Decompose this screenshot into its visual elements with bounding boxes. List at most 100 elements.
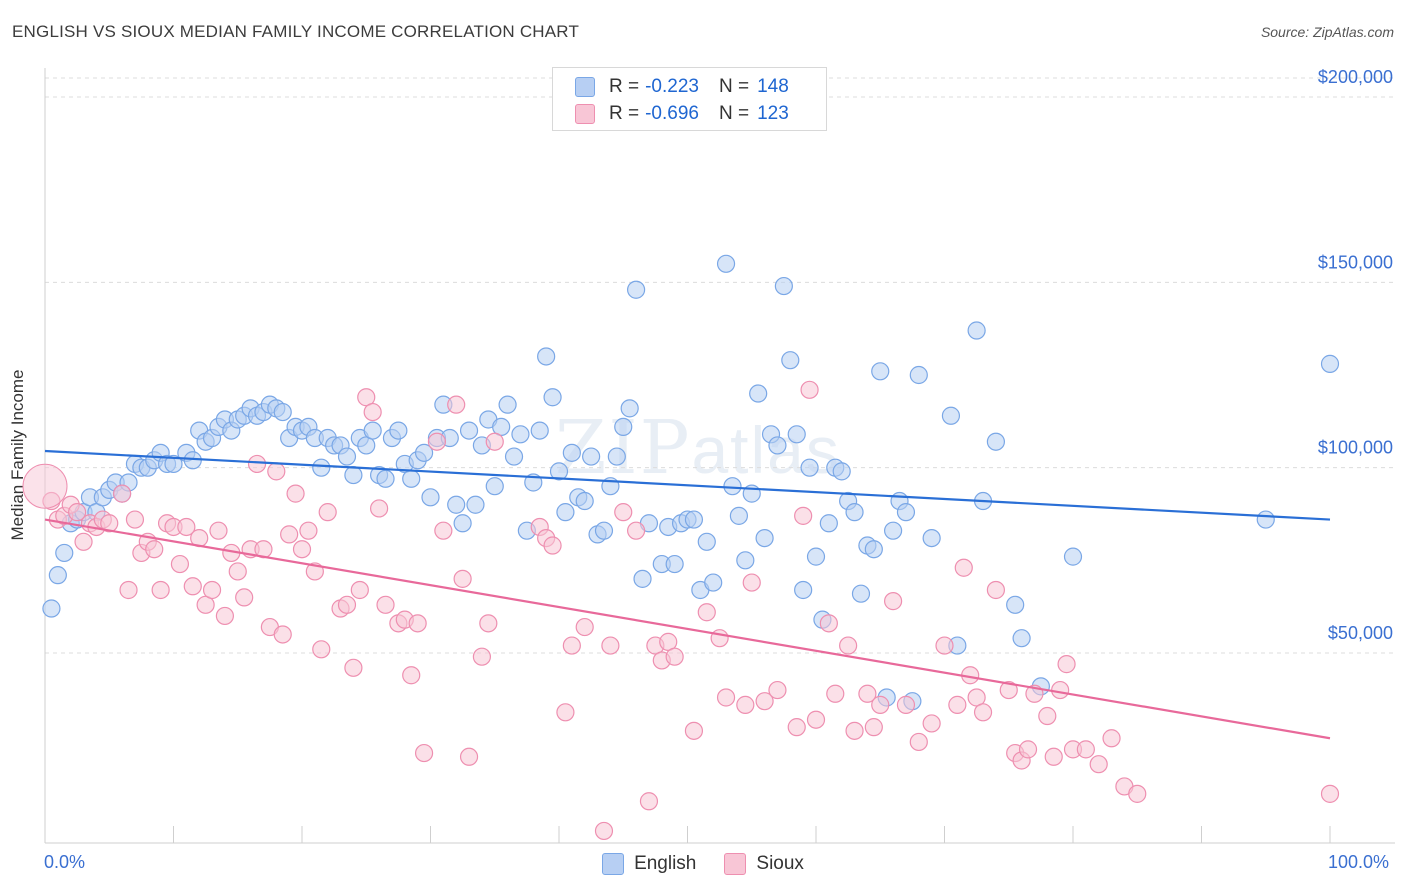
data-point [408, 614, 427, 633]
legend-r-label: R = [609, 103, 640, 124]
data-point [1089, 755, 1108, 774]
data-point [749, 384, 768, 403]
data-point [273, 402, 292, 422]
data-point [626, 280, 646, 299]
data-point [832, 462, 851, 481]
data-point [543, 388, 562, 407]
data-point [414, 743, 434, 763]
data-point [498, 395, 517, 414]
data-point [729, 506, 749, 525]
data-point [633, 569, 652, 588]
data-point [620, 399, 639, 418]
data-point [479, 614, 498, 633]
data-point [909, 365, 928, 385]
data-point [376, 595, 395, 614]
data-point [1063, 547, 1083, 566]
series-legend-sioux[interactable]: Sioux [724, 853, 804, 875]
grid [45, 77, 1395, 654]
data-point [575, 617, 594, 637]
series-swatch-english [602, 853, 625, 875]
data-point [562, 636, 581, 655]
data-point [839, 636, 858, 655]
trend-lines [44, 449, 1331, 740]
data-point [736, 695, 755, 714]
data-point [594, 521, 614, 540]
data-point [1057, 655, 1076, 674]
data-point [125, 510, 145, 529]
data-point [986, 432, 1006, 451]
data-point [582, 447, 601, 466]
data-point [1038, 706, 1057, 726]
data-point [806, 547, 826, 566]
data-point [794, 506, 813, 525]
series-legend-english[interactable]: English [602, 853, 696, 875]
data-point [1044, 747, 1063, 766]
series-label-english: English [634, 853, 697, 874]
data-point [228, 562, 247, 581]
data-point [864, 540, 883, 559]
data-point [774, 276, 793, 296]
data-point [350, 580, 369, 600]
data-point [556, 703, 575, 722]
data-point [119, 580, 138, 600]
data-point [871, 362, 890, 381]
data-point [1320, 354, 1340, 373]
data-point [845, 503, 864, 522]
data-point [273, 625, 292, 644]
data-point [684, 721, 704, 740]
y-tick-labels: $50,000 $100,000 $150,000 $200,000 [1318, 67, 1393, 643]
legend-n-value: 123 [757, 103, 789, 124]
data-point [909, 732, 928, 752]
data-point [363, 402, 382, 422]
data-point [1018, 740, 1038, 759]
data-point [716, 688, 736, 707]
data-point [100, 514, 119, 533]
trend-line [44, 518, 1331, 740]
data-point [864, 718, 883, 737]
data-point [312, 640, 331, 659]
data-point [986, 580, 1006, 600]
data-point [74, 532, 93, 551]
data-point [337, 447, 357, 466]
data-point [594, 821, 614, 841]
data-point [999, 680, 1018, 700]
data-point [1076, 740, 1095, 759]
data-point [883, 592, 903, 611]
data-point [170, 554, 190, 574]
data-point [402, 666, 421, 685]
data-point [575, 491, 594, 511]
data-point [787, 718, 806, 737]
data-point [235, 588, 254, 607]
legend-swatch-english [575, 77, 595, 97]
data-point [363, 421, 382, 440]
data-point [151, 580, 170, 600]
y-tick-label: $100,000 [1318, 438, 1393, 458]
legend-r-value: -0.223 [645, 76, 699, 97]
data-point [639, 792, 659, 811]
data-point [819, 614, 838, 633]
series-swatch-sioux [724, 853, 747, 875]
data-point [768, 680, 787, 700]
data-point [447, 495, 466, 514]
data-point-large [22, 463, 68, 509]
data-point [459, 421, 479, 440]
data-point [68, 503, 87, 522]
data-point [318, 503, 337, 522]
data-point [723, 477, 742, 496]
data-point [948, 695, 967, 714]
series-legend: English Sioux [0, 851, 1406, 877]
data-point [626, 521, 646, 540]
data-point [755, 692, 774, 711]
data-point [1320, 784, 1340, 803]
data-point [556, 503, 575, 522]
data-point [665, 647, 684, 666]
data-point [697, 532, 716, 551]
data-point [562, 443, 581, 462]
data-point [286, 484, 305, 503]
data-point [697, 603, 716, 622]
data-point [954, 558, 973, 577]
data-point [742, 573, 761, 592]
data-point [447, 395, 466, 414]
data-point [736, 551, 755, 570]
data-point [337, 595, 357, 614]
